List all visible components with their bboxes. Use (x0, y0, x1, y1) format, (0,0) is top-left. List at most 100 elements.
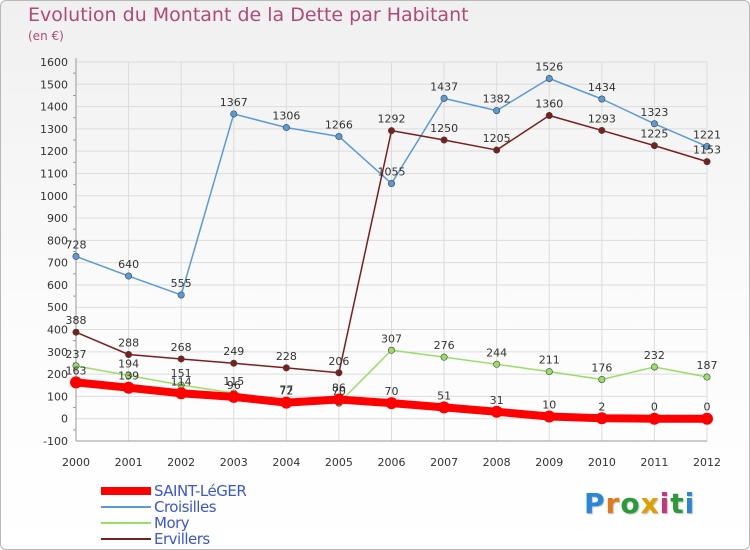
y-tick-label: 900 (47, 212, 68, 225)
legend-label: Croisilles (154, 498, 217, 516)
y-tick-label: 600 (47, 279, 68, 292)
data-point (650, 142, 658, 150)
data-point (72, 362, 80, 370)
data-label: 206 (328, 355, 349, 368)
data-label: 211 (539, 354, 560, 367)
data-label: 1055 (378, 166, 406, 179)
legend-label: Mory (154, 514, 190, 532)
data-label: 1293 (588, 112, 616, 125)
legend-swatch (101, 522, 151, 524)
data-label: 70 (385, 385, 399, 398)
x-tick-label: 2006 (378, 456, 406, 469)
data-label: 1306 (272, 110, 300, 123)
y-tick-label: 100 (47, 390, 68, 403)
data-label: 1250 (430, 122, 458, 135)
data-point (70, 376, 82, 389)
data-label: 640 (118, 258, 139, 271)
data-label: 1225 (640, 128, 668, 141)
data-label: 1367 (220, 96, 248, 109)
data-label: 1382 (483, 93, 511, 106)
data-point (598, 375, 606, 383)
data-label: 10 (542, 398, 556, 411)
data-point (648, 412, 661, 425)
data-label: 96 (227, 379, 241, 392)
data-label: 2 (598, 400, 605, 413)
data-label: 1323 (640, 106, 668, 119)
data-point (703, 158, 711, 166)
data-label: 115 (223, 375, 244, 388)
logo-letter: o (620, 487, 641, 520)
legend-label: SAINT-LéGER (154, 482, 247, 500)
data-point (493, 146, 501, 154)
x-tick-label: 2011 (640, 456, 668, 469)
x-tick-label: 2012 (693, 456, 721, 469)
y-tick-label: 200 (47, 368, 68, 381)
data-point (282, 364, 290, 372)
data-label: 1437 (430, 80, 458, 93)
data-label: 244 (486, 346, 507, 359)
data-point (387, 346, 395, 354)
data-label: 249 (223, 345, 244, 358)
data-label: 70 (332, 385, 346, 398)
data-point (385, 397, 398, 410)
legend-swatch (101, 538, 151, 540)
logo-letter: i (684, 487, 696, 520)
data-point (125, 350, 133, 358)
data-point (230, 110, 238, 118)
x-tick-label: 2010 (588, 456, 616, 469)
x-tick-label: 2004 (272, 456, 300, 469)
data-label: 1266 (325, 118, 353, 131)
data-label: 1221 (693, 128, 721, 141)
data-label: 194 (118, 357, 139, 370)
data-label: 77 (279, 384, 293, 397)
data-point (335, 369, 343, 377)
data-point (227, 390, 240, 403)
data-label: 1153 (693, 144, 721, 157)
y-tick-label: 1500 (40, 78, 68, 91)
data-label: 268 (171, 341, 192, 354)
data-label: 388 (66, 314, 87, 327)
data-label: 0 (704, 401, 711, 414)
data-point (125, 272, 133, 280)
data-point (387, 180, 395, 188)
data-point (490, 405, 503, 418)
y-tick-label: 1600 (40, 56, 68, 69)
data-label: 72 (279, 385, 293, 398)
data-label: 163 (66, 364, 87, 377)
y-tick-label: 1000 (40, 190, 68, 203)
data-point (125, 371, 133, 379)
data-point (175, 387, 188, 400)
data-label: 1434 (588, 81, 616, 94)
data-point (545, 368, 553, 376)
x-tick-label: 2007 (430, 456, 458, 469)
data-label: 51 (437, 389, 451, 402)
data-label: 1360 (535, 98, 563, 111)
data-point (72, 252, 80, 260)
y-tick-label: 1100 (40, 167, 68, 180)
logo-letter: P (584, 487, 606, 520)
data-label: 86 (332, 382, 346, 395)
y-tick-label: 500 (47, 301, 68, 314)
data-point (335, 132, 343, 140)
y-tick-label: -100 (43, 435, 68, 448)
logo-letter: t (670, 487, 685, 520)
data-point (177, 291, 185, 299)
data-point (595, 412, 608, 425)
data-point (332, 393, 345, 406)
y-tick-label: 0 (61, 413, 68, 426)
chart-unit: (en €) (28, 29, 64, 43)
data-label: 139 (118, 370, 139, 383)
data-point (72, 328, 80, 336)
data-point (440, 353, 448, 361)
data-point (545, 112, 553, 120)
x-tick-label: 2005 (325, 456, 353, 469)
data-point (387, 127, 395, 135)
y-tick-label: 300 (47, 346, 68, 359)
x-tick-label: 2009 (535, 456, 563, 469)
y-tick-label: 1200 (40, 145, 68, 158)
data-point (598, 95, 606, 103)
y-tick-label: 800 (47, 234, 68, 247)
legend-swatch (101, 487, 151, 495)
data-label: 1292 (378, 113, 406, 126)
